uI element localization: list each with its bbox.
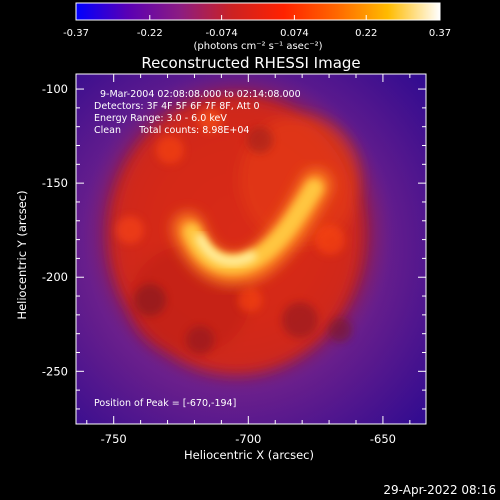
plot-area <box>76 74 426 424</box>
chart-title: Reconstructed RHESSI Image <box>141 54 360 72</box>
colorbar-tick-label: -0.22 <box>137 28 163 39</box>
colorbar-tick-label: -0.074 <box>205 28 237 39</box>
x-axis: -750-700-650-600 <box>86 74 411 446</box>
x-tick-label: -700 <box>235 432 261 446</box>
y-tick-label: -150 <box>42 176 68 190</box>
peak-position-label: Position of Peak = [-670,-194] <box>94 398 236 409</box>
colorbar: -0.37 -0.22 -0.074 0.074 0.22 0.37 (photons c… <box>63 2 451 52</box>
colorbar-gradient <box>75 2 441 21</box>
annotation-time-range: 9-Mar-2004 02:08:08.000 to 02:14:08.000 <box>100 89 301 100</box>
footer-timestamp: 29-Apr-2022 08:16 <box>383 483 496 497</box>
plot-frame <box>75 73 427 425</box>
y-tick-label: -200 <box>42 270 68 284</box>
x-tick-label: -650 <box>370 432 396 446</box>
colorbar-tick-label: -0.37 <box>63 28 89 39</box>
x-tick-label: -750 <box>101 432 127 446</box>
y-tick-label: -250 <box>42 364 68 378</box>
annotation-energy-range: Energy Range: 3.0 - 6.0 keV <box>94 113 227 124</box>
y-tick-label: -100 <box>42 82 68 96</box>
colorbar-tick-label: 0.074 <box>280 28 309 39</box>
y-axis-label: Heliocentric Y (arcsec) <box>15 190 29 319</box>
annotation-total-counts: Clean Total counts: 8.98E+04 <box>94 125 249 136</box>
annotation-block: 9-Mar-2004 02:08:08.000 to 02:14:08.000 … <box>94 89 301 136</box>
colorbar-tick-label: 0.37 <box>429 28 451 39</box>
source-mottle <box>116 108 352 354</box>
colorbar-units-label: (photons cm⁻² s⁻¹ asec⁻²) <box>193 41 322 52</box>
x-axis-label: Heliocentric X (arcsec) <box>184 448 314 462</box>
y-axis: -100 -150 -200 -250 <box>42 82 426 410</box>
bright-kernel <box>173 170 331 285</box>
colorbar-ticks: -0.37 -0.22 -0.074 0.074 0.22 0.37 <box>63 15 451 39</box>
annotation-detectors: Detectors: 3F 4F 5F 6F 7F 8F, Att 0 <box>94 101 260 112</box>
colorbar-tick-label: 0.22 <box>355 28 377 39</box>
